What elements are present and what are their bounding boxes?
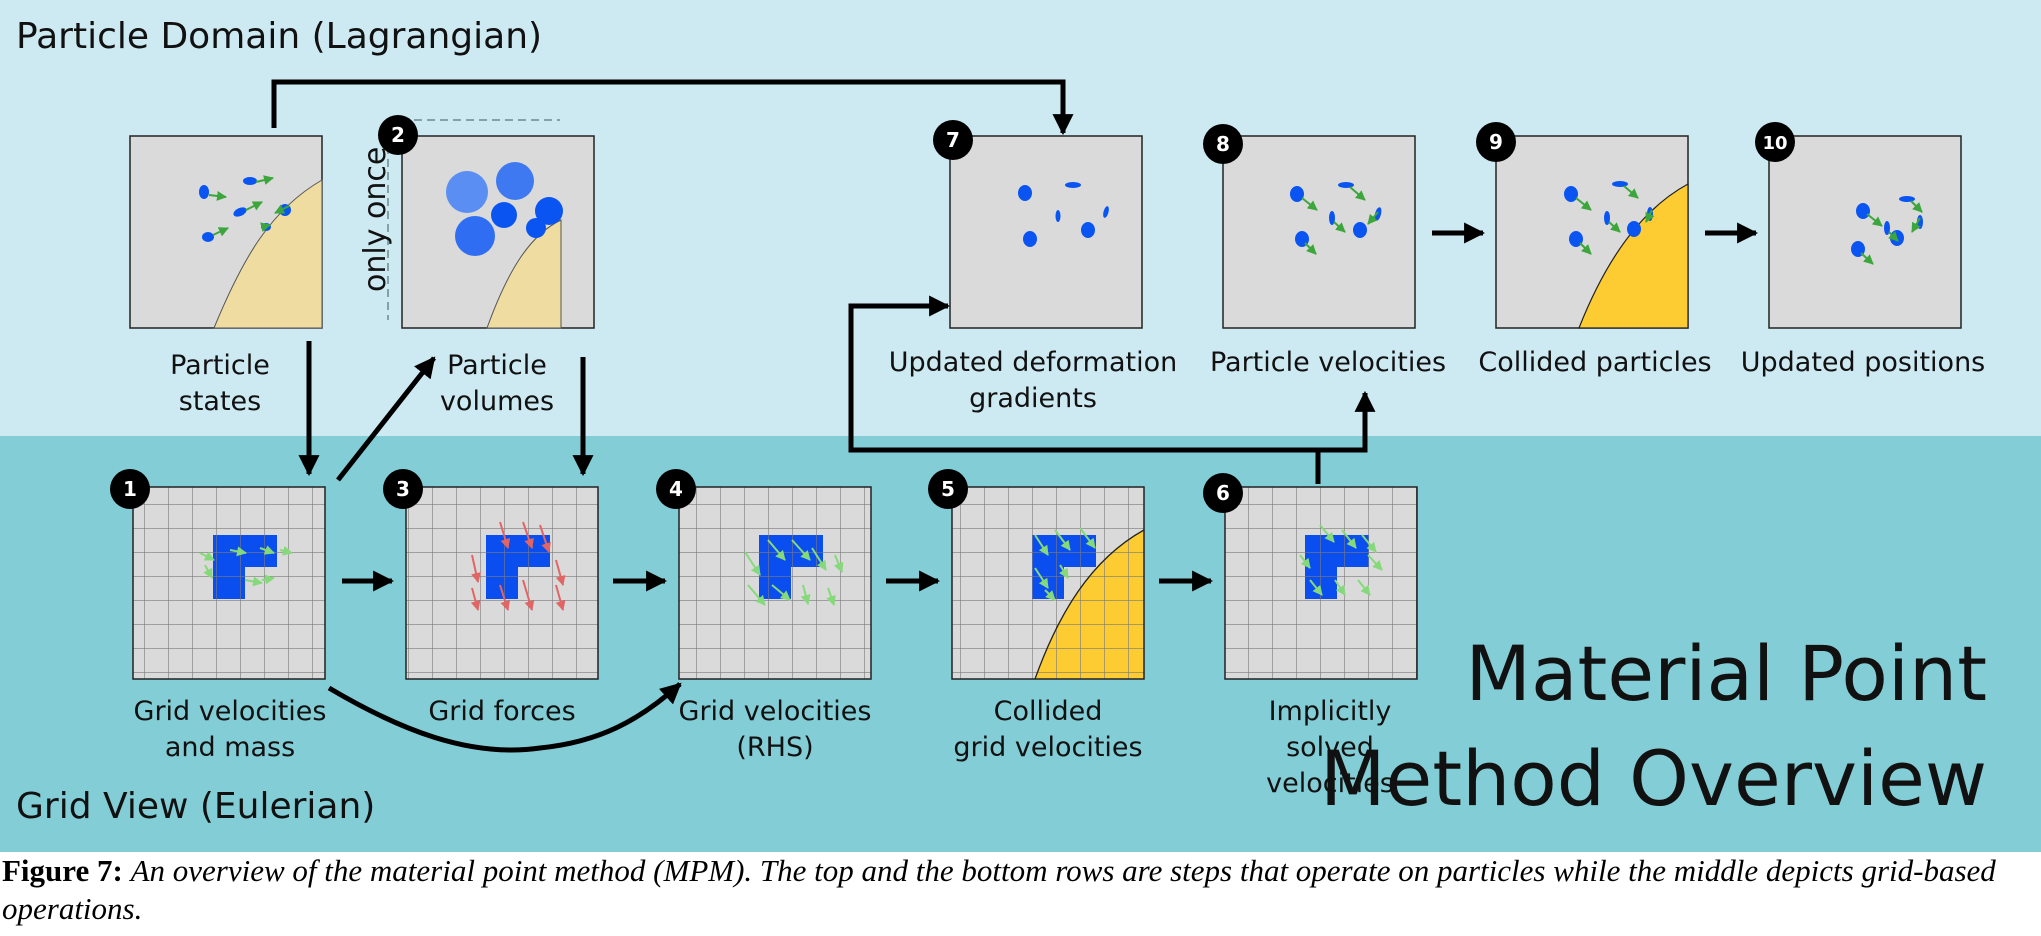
svg-text:7: 7	[946, 128, 960, 152]
label-implicit-3: velocities	[1266, 768, 1394, 799]
label-updated-positions: Updated positions	[1741, 347, 1986, 378]
panel-grid-velocities-rhs	[678, 486, 872, 680]
label-particle-volumes-2: volumes	[440, 386, 554, 417]
panel-collided-particles	[1495, 135, 1689, 329]
badge-4: 4	[656, 469, 696, 509]
panel-grid-velocities-mass	[132, 486, 326, 680]
badge-5: 5	[928, 469, 968, 509]
badge-1: 1	[110, 469, 150, 509]
label-particle-states-2: states	[179, 386, 261, 417]
particle-domain-title: Particle Domain (Lagrangian)	[16, 16, 542, 57]
badge-10: 10	[1755, 122, 1795, 162]
badge-3: 3	[383, 469, 423, 509]
label-collided-grid-2: grid velocities	[953, 732, 1142, 763]
svg-text:8: 8	[1216, 132, 1230, 156]
badge-6: 6	[1203, 473, 1243, 513]
panel-updated-positions	[1768, 135, 1962, 329]
label-collided-grid-1: Collided	[994, 696, 1103, 727]
label-deformation-2: gradients	[969, 383, 1097, 414]
overview-title-line1: Material Point	[1465, 629, 1987, 718]
panel-particle-volumes: only once	[358, 119, 595, 329]
label-grid-forces: Grid forces	[428, 696, 575, 727]
panel-grid-forces	[405, 486, 599, 680]
panel-particle-states	[129, 135, 323, 329]
step-labels: Particle states Particle volumes Updated…	[134, 347, 1986, 799]
svg-text:6: 6	[1216, 481, 1230, 505]
figure-caption: Figure 7: An overview of the material po…	[2, 852, 2038, 928]
label-particle-states-1: Particle	[170, 350, 270, 381]
svg-text:3: 3	[396, 477, 410, 501]
panel-implicitly-solved	[1224, 486, 1418, 680]
label-particle-velocities: Particle velocities	[1210, 347, 1446, 378]
diagram-canvas: Particle Domain (Lagrangian) Grid View (…	[0, 0, 2041, 852]
label-implicit-1: Implicitly	[1269, 696, 1392, 727]
svg-text:9: 9	[1489, 130, 1503, 154]
label-deformation-1: Updated deformation	[889, 347, 1177, 378]
label-grid-rhs-2: (RHS)	[736, 732, 813, 763]
label-grid-velocities-1: Grid velocities	[134, 696, 327, 727]
label-particle-volumes-1: Particle	[447, 350, 547, 381]
label-grid-velocities-2: and mass	[165, 732, 295, 763]
panel-collided-grid-velocities	[951, 486, 1145, 680]
badge-7: 7	[933, 120, 973, 160]
figure-number: Figure 7:	[2, 853, 123, 888]
svg-text:2: 2	[391, 123, 405, 147]
figure-caption-text: An overview of the material point method…	[2, 853, 1996, 926]
overview-title-line2: Method Overview	[1320, 734, 1987, 823]
svg-text:4: 4	[669, 477, 683, 501]
flow-arrows	[271, 79, 1759, 753]
svg-text:5: 5	[941, 477, 955, 501]
step-badges: 2 7 8 9 10 1 3 4 5 6	[110, 115, 1795, 513]
panel-deformation-gradients	[949, 135, 1143, 329]
svg-text:10: 10	[1762, 133, 1787, 154]
grid-view-title: Grid View (Eulerian)	[16, 786, 375, 827]
label-grid-rhs-1: Grid velocities	[679, 696, 872, 727]
only-once-note: only once	[358, 147, 393, 292]
badge-9: 9	[1476, 122, 1516, 162]
badge-8: 8	[1203, 124, 1243, 164]
label-collided-particles: Collided particles	[1478, 347, 1711, 378]
velocity-arrows	[208, 175, 290, 237]
svg-text:1: 1	[123, 477, 137, 501]
panel-particle-velocities	[1222, 135, 1416, 329]
label-implicit-2: solved	[1286, 732, 1374, 763]
badge-2: 2	[378, 115, 418, 155]
